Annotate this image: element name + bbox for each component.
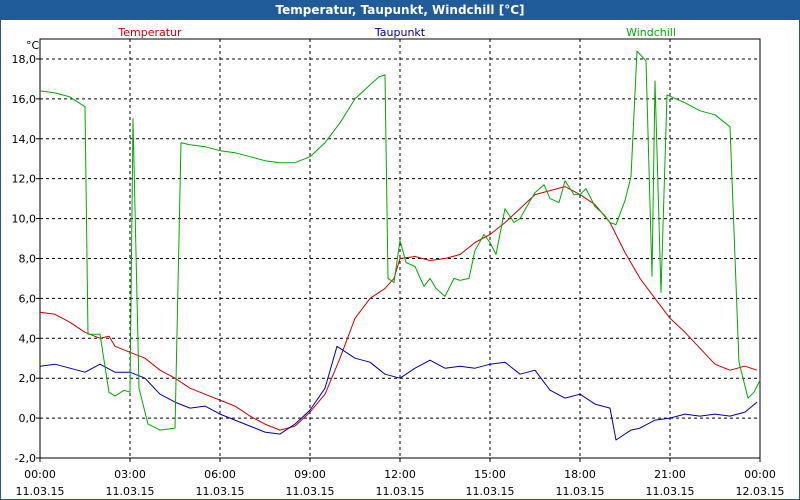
x-tick-date: 12.03.15 xyxy=(736,485,785,498)
legend-item-temperatur: Temperatur xyxy=(117,26,182,39)
x-tick-date: 11.03.15 xyxy=(16,485,65,498)
x-tick-date: 11.03.15 xyxy=(196,485,245,498)
y-axis-label: °C xyxy=(26,39,40,52)
x-tick-time: 00:00 xyxy=(24,468,56,481)
x-tick-date: 11.03.15 xyxy=(286,485,335,498)
legend: Temperatur Taupunkt Windchill xyxy=(117,26,676,39)
y-tick-label: 0,0 xyxy=(19,412,37,425)
series-line-taupunkt xyxy=(39,345,758,441)
x-tick-date: 11.03.15 xyxy=(376,485,425,498)
x-tick-date: 11.03.15 xyxy=(646,485,695,498)
y-tick-label: 8,0 xyxy=(19,252,37,265)
x-tick-time: 21:00 xyxy=(654,468,686,481)
series-line-temperatur xyxy=(39,186,758,431)
x-tick-time: 09:00 xyxy=(294,468,326,481)
x-tick-time: 12:00 xyxy=(384,468,416,481)
y-tick-label: 14,0 xyxy=(12,133,37,146)
y-tick-label: 6,0 xyxy=(19,292,37,305)
y-tick-label: 10,0 xyxy=(12,213,37,226)
x-tick-time: 15:00 xyxy=(474,468,506,481)
x-axis-ticks: 00:00 11.03.15 03:00 11.03.15 06:00 11.03.15 0… xyxy=(16,458,785,498)
y-tick-label: 16,0 xyxy=(12,93,37,106)
x-tick-time: 00:00 xyxy=(744,468,776,481)
series-line-windchill xyxy=(39,50,761,431)
series-lines xyxy=(39,50,761,441)
y-tick-label: 18,0 xyxy=(12,53,37,66)
x-tick-date: 11.03.15 xyxy=(556,485,605,498)
chart-title: Temperatur, Taupunkt, Windchill [°C] xyxy=(0,0,800,20)
y-tick-label: -2,0 xyxy=(15,452,36,465)
legend-item-taupunkt: Taupunkt xyxy=(374,26,426,39)
y-tick-label: 4,0 xyxy=(19,332,37,345)
y-tick-label: 2,0 xyxy=(19,372,37,385)
y-axis-ticks: -2,0 0,0 2,0 4,0 6,0 8,0 10,0 12,0 14,0 16,0 18,0 xyxy=(12,53,40,465)
y-tick-label: 12,0 xyxy=(12,173,37,186)
x-tick-time: 03:00 xyxy=(114,468,146,481)
x-tick-date: 11.03.15 xyxy=(466,485,515,498)
legend-item-windchill: Windchill xyxy=(626,26,676,39)
x-tick-time: 06:00 xyxy=(204,468,236,481)
x-tick-date: 11.03.15 xyxy=(106,485,155,498)
x-tick-time: 18:00 xyxy=(564,468,596,481)
